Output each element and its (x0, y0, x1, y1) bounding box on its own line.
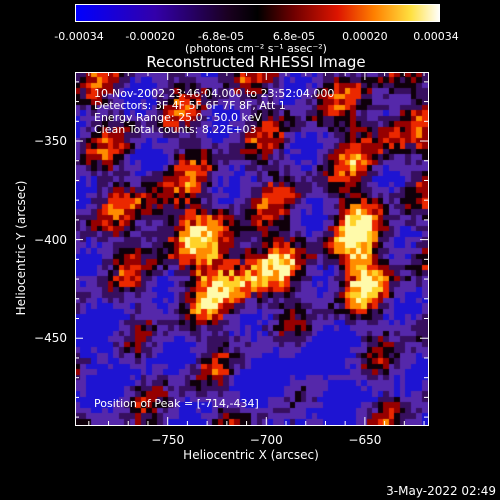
y-tick-label: −350 (34, 134, 67, 149)
colorbar-tick-label: 0.00034 (413, 30, 459, 43)
x-tick-label: −650 (348, 433, 382, 447)
rhessi-image-map (75, 72, 428, 425)
colorbar-units: (photons cm⁻² s⁻¹ asec⁻²) (185, 42, 327, 55)
annotation-detectors: Detectors: 3F 4F 5F 6F 7F 8F, Att 1 (94, 99, 286, 112)
colorbar-tick-label: 0.00020 (342, 30, 388, 43)
annotation-time-range: 10-Nov-2002 23:46:04.000 to 23:52:04.000 (94, 87, 335, 100)
annotation-peak: Position of Peak = [-714,-434] (94, 397, 259, 410)
colorbar-tick-label: -0.00020 (125, 30, 175, 43)
y-tick-label: −450 (34, 331, 67, 346)
timestamp: 3-May-2022 02:49 (386, 484, 496, 498)
colorbar-tick-label: -6.8e-05 (197, 30, 245, 43)
colorbar-tick-label: 6.8e-05 (272, 30, 316, 43)
x-axis-label: Heliocentric X (arcsec) (183, 448, 319, 462)
plot-title: Reconstructed RHESSI Image (146, 53, 366, 71)
plot-frame (75, 72, 429, 426)
annotation-energy: Energy Range: 25.0 - 50.0 keV (94, 111, 262, 124)
colorbar (75, 4, 440, 22)
colorbar-frame (75, 4, 440, 22)
axis-tick-marks (75, 72, 428, 425)
x-tick-label: −750 (151, 433, 185, 447)
colorbar-tick-label: -0.00034 (54, 30, 104, 43)
annotation-clean: Clean Total counts: 8.22E+03 (94, 123, 257, 136)
x-tick-label: −700 (249, 433, 283, 447)
y-axis-label: Heliocentric Y (arcsec) (14, 180, 28, 316)
y-tick-label: −400 (34, 232, 67, 247)
